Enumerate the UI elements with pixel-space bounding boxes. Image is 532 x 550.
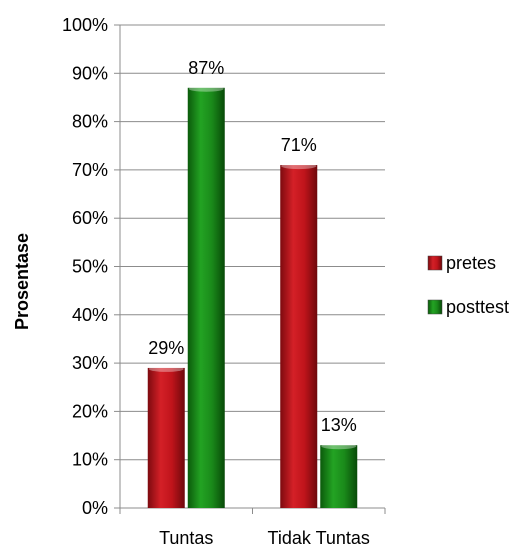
- legend-label: posttest: [446, 297, 509, 317]
- bar-pretes-tuntas: [147, 365, 185, 508]
- bar-posttest-tidak-tuntas: [320, 443, 358, 508]
- bar-highlight: [188, 85, 224, 92]
- y-tick-label: 70%: [72, 160, 108, 180]
- bar-highlight: [281, 163, 317, 170]
- y-tick-label: 90%: [72, 63, 108, 83]
- gridlines: [114, 24, 385, 509]
- bar-body: [320, 445, 358, 508]
- legend-item-posttest: posttest: [427, 297, 509, 317]
- bar-body: [147, 367, 185, 508]
- y-tick-label: 30%: [72, 353, 108, 373]
- legend-swatch: [427, 299, 443, 315]
- bar-posttest-tuntas: [187, 85, 225, 508]
- data-label: 13%: [321, 415, 357, 435]
- bar-pretes-tidak-tuntas: [280, 163, 318, 508]
- y-tick-label: 20%: [72, 401, 108, 421]
- bars: [147, 85, 358, 508]
- data-labels: 29% 87% 71% 13%: [148, 58, 357, 435]
- bar-highlight: [321, 443, 357, 450]
- x-tick-label: Tidak Tuntas: [268, 528, 370, 548]
- y-tick-label: 80%: [72, 112, 108, 132]
- y-tick-label: 40%: [72, 305, 108, 325]
- y-tick-label: 10%: [72, 450, 108, 470]
- data-label: 87%: [188, 58, 224, 78]
- y-axis-label: Prosentase: [12, 233, 32, 330]
- legend-item-pretes: pretes: [427, 253, 496, 273]
- y-tick-labels: 0% 10% 20% 30% 40% 50% 60% 70% 80% 90% 100%: [62, 15, 108, 518]
- bar-body: [187, 87, 225, 508]
- legend-swatch: [427, 255, 443, 271]
- y-tick-label: 60%: [72, 208, 108, 228]
- legend: pretes posttest: [427, 253, 509, 317]
- y-tick-label: 100%: [62, 15, 108, 35]
- legend-label: pretes: [446, 253, 496, 273]
- x-tick-labels: Tuntas Tidak Tuntas: [159, 528, 370, 548]
- x-tick-label: Tuntas: [159, 528, 213, 548]
- bar-highlight: [148, 365, 184, 372]
- bar-body: [280, 165, 318, 508]
- y-tick-label: 0%: [82, 498, 108, 518]
- data-label: 29%: [148, 338, 184, 358]
- y-tick-label: 50%: [72, 257, 108, 277]
- data-label: 71%: [281, 135, 317, 155]
